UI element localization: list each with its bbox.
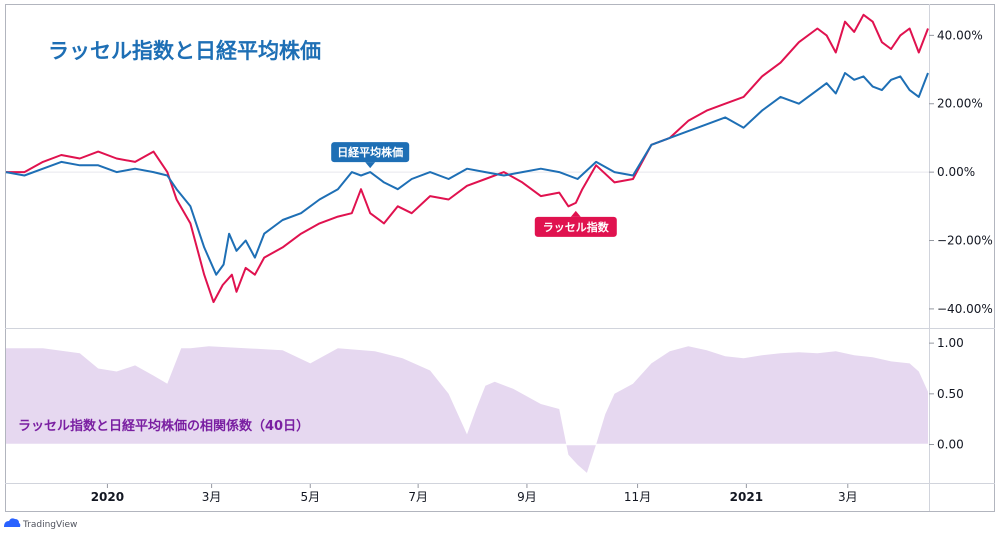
callout-label: 日経平均株価 [337,145,403,159]
cloud-icon [4,518,21,527]
callout-pointer [570,210,581,217]
x-tick-label: 7月 [408,490,428,504]
russell-callout: ラッセル指数 [534,210,617,237]
x-tick-label: 2020 [91,490,124,504]
correlation-area [6,346,928,473]
y-tick-label: −20.00% [937,234,993,248]
nikkei-line [5,72,929,276]
y-tick-label: 40.00% [937,28,983,42]
callout-label: ラッセル指数 [543,220,610,234]
x-tick-label: 9月 [517,490,537,504]
russell-line [6,13,929,304]
x-tick-label: 3月 [202,490,222,504]
nikkei-callout: 日経平均株価 [331,142,410,169]
x-tick-label: 5月 [300,490,320,504]
price-pane [5,13,929,304]
chart-title: ラッセル指数と日経平均株価 [48,39,321,63]
x-tick-label: 3月 [838,490,858,504]
corr-tick-label: 1.00 [937,336,964,350]
corr-tick-label: 0.50 [937,387,964,401]
corr-tick-label: 0.00 [937,438,964,452]
x-axis: 2020 3月 5月 7月 9月 11月 2021 3月 [91,484,858,504]
tradingview-logo[interactable]: TradingView [4,518,77,530]
callout-box [331,142,410,163]
brand-name: TradingView [22,520,77,530]
x-tick-label: 11月 [624,490,651,504]
y-axis: −40.00% −20.00% 0.00% 20.00% 40.00% 0.00 0.50 1… [929,28,993,452]
callout-pointer [365,162,376,169]
y-tick-label: 0.00% [937,165,975,179]
chart-frame [5,4,995,512]
y-tick-label: −40.00% [937,302,993,316]
y-tick-label: 20.00% [937,97,983,111]
correlation-pane [6,346,929,473]
correlation-title: ラッセル指数と日経平均株価の相関係数（40日） [18,418,309,434]
callout-box [534,216,617,237]
x-tick-label: 2021 [730,490,763,504]
